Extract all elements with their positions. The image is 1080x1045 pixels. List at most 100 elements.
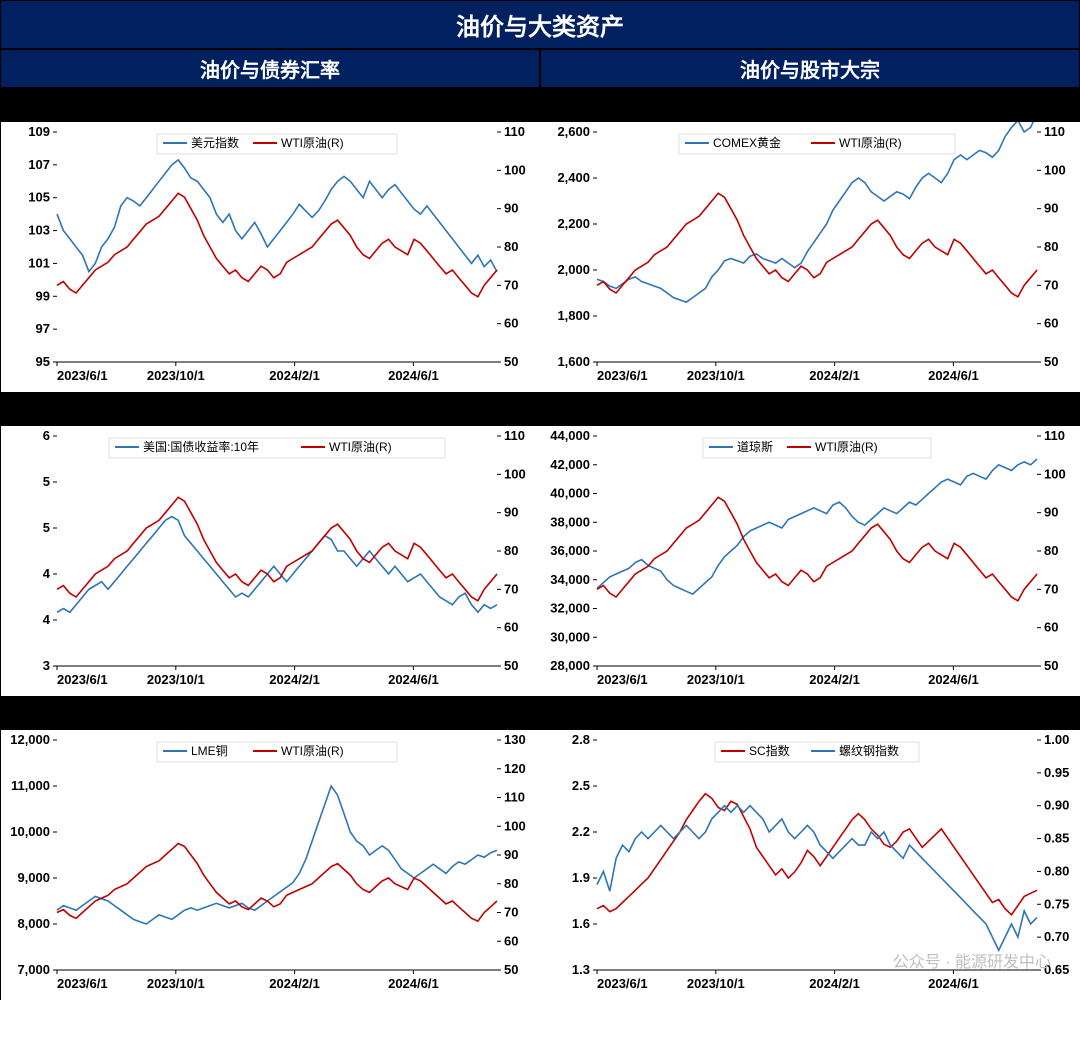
svg-text:97: 97	[36, 321, 50, 336]
svg-text:12,000: 12,000	[10, 732, 50, 747]
svg-text:2.8: 2.8	[572, 732, 590, 747]
svg-text:36,000: 36,000	[550, 543, 590, 558]
svg-text:2023/10/1: 2023/10/1	[147, 368, 205, 383]
svg-text:95: 95	[36, 354, 50, 369]
svg-text:SC指数: SC指数	[749, 743, 790, 758]
svg-text:50: 50	[504, 354, 518, 369]
svg-text:2024/2/1: 2024/2/1	[809, 976, 860, 991]
svg-text:2023/6/1: 2023/6/1	[57, 976, 108, 991]
svg-text:110: 110	[1044, 124, 1065, 139]
svg-text:42,000: 42,000	[550, 457, 590, 472]
svg-text:40,000: 40,000	[550, 486, 590, 501]
svg-text:9,000: 9,000	[17, 870, 50, 885]
svg-text:60: 60	[504, 316, 518, 331]
svg-text:1,600: 1,600	[557, 354, 590, 369]
svg-text:2024/6/1: 2024/6/1	[928, 368, 979, 383]
svg-text:70: 70	[1044, 581, 1058, 596]
svg-text:90: 90	[504, 201, 518, 216]
svg-text:道琼斯: 道琼斯	[737, 439, 773, 454]
svg-text:WTI原油(R): WTI原油(R)	[281, 136, 344, 150]
svg-text:LME铜: LME铜	[191, 743, 228, 758]
svg-text:110: 110	[504, 428, 525, 443]
svg-text:32,000: 32,000	[550, 601, 590, 616]
svg-text:2023/6/1: 2023/6/1	[597, 976, 648, 991]
svg-text:80: 80	[504, 239, 518, 254]
svg-text:螺纹钢指数: 螺纹钢指数	[839, 743, 899, 758]
svg-text:50: 50	[1044, 658, 1058, 673]
svg-text:2023/6/1: 2023/6/1	[57, 368, 108, 383]
svg-text:34,000: 34,000	[550, 572, 590, 587]
svg-text:2024/6/1: 2024/6/1	[388, 368, 439, 383]
svg-text:60: 60	[504, 933, 518, 948]
svg-text:99: 99	[36, 288, 50, 303]
svg-text:2023/6/1: 2023/6/1	[57, 672, 108, 687]
svg-text:0.80: 0.80	[1044, 863, 1069, 878]
spacer-band	[0, 392, 1080, 426]
svg-text:WTI原油(R): WTI原油(R)	[815, 440, 878, 454]
svg-text:0.90: 0.90	[1044, 798, 1069, 813]
svg-text:2023/10/1: 2023/10/1	[687, 672, 745, 687]
svg-text:60: 60	[1044, 316, 1058, 331]
svg-text:2024/2/1: 2024/2/1	[269, 672, 320, 687]
svg-text:50: 50	[504, 962, 518, 977]
main-title: 油价与大类资产	[0, 0, 1080, 49]
svg-text:1,800: 1,800	[557, 308, 590, 323]
svg-text:2023/10/1: 2023/10/1	[147, 672, 205, 687]
svg-text:0.85: 0.85	[1044, 831, 1069, 846]
svg-text:1.00: 1.00	[1044, 732, 1069, 747]
svg-text:4: 4	[43, 612, 51, 627]
svg-text:4: 4	[43, 566, 51, 581]
svg-text:107: 107	[28, 157, 50, 172]
svg-text:80: 80	[1044, 239, 1058, 254]
svg-text:美元指数: 美元指数	[191, 135, 239, 150]
svg-text:COMEX黄金: COMEX黄金	[713, 135, 781, 150]
svg-text:90: 90	[504, 847, 518, 862]
svg-text:5: 5	[43, 474, 50, 489]
svg-text:38,000: 38,000	[550, 514, 590, 529]
chart-lme-copper: 7,0008,0009,00010,00011,00012,0005060708…	[1, 730, 541, 1000]
svg-text:1.9: 1.9	[572, 870, 590, 885]
svg-text:2,400: 2,400	[557, 170, 590, 185]
svg-text:WTI原油(R): WTI原油(R)	[839, 136, 902, 150]
svg-text:70: 70	[1044, 277, 1058, 292]
svg-text:130: 130	[504, 732, 526, 747]
svg-text:109: 109	[28, 124, 50, 139]
svg-text:2024/6/1: 2024/6/1	[928, 672, 979, 687]
sub-title-right: 油价与股市大宗	[540, 49, 1080, 88]
svg-text:100: 100	[504, 818, 526, 833]
spacer-band	[0, 88, 1080, 122]
svg-text:103: 103	[28, 223, 50, 238]
svg-text:5: 5	[43, 520, 50, 535]
svg-text:美国:国债收益率:10年: 美国:国债收益率:10年	[143, 439, 259, 454]
svg-text:0.70: 0.70	[1044, 929, 1069, 944]
svg-text:110: 110	[1044, 428, 1065, 443]
svg-text:2024/6/1: 2024/6/1	[928, 976, 979, 991]
svg-text:1.6: 1.6	[572, 916, 590, 931]
svg-text:2,600: 2,600	[557, 124, 590, 139]
svg-text:WTI原油(R): WTI原油(R)	[281, 744, 344, 758]
chart-row-2: 34455650607080901001102023/6/12023/10/12…	[0, 426, 1080, 696]
svg-text:2024/6/1: 2024/6/1	[388, 976, 439, 991]
svg-text:80: 80	[504, 543, 518, 558]
svg-text:100: 100	[504, 162, 526, 177]
svg-text:100: 100	[1044, 466, 1066, 481]
svg-text:28,000: 28,000	[550, 658, 590, 673]
svg-text:0.95: 0.95	[1044, 765, 1069, 780]
svg-text:7,000: 7,000	[17, 962, 50, 977]
svg-text:70: 70	[504, 277, 518, 292]
svg-text:101: 101	[28, 255, 50, 270]
svg-text:105: 105	[28, 190, 50, 205]
svg-text:2023/10/1: 2023/10/1	[147, 976, 205, 991]
svg-text:60: 60	[1044, 620, 1058, 635]
chart-sc-rebar: 1.31.61.92.22.52.80.650.700.750.800.850.…	[541, 730, 1080, 1000]
svg-text:30,000: 30,000	[550, 629, 590, 644]
svg-text:70: 70	[504, 905, 518, 920]
svg-text:1.3: 1.3	[572, 962, 590, 977]
svg-text:100: 100	[504, 466, 526, 481]
svg-text:90: 90	[1044, 505, 1058, 520]
svg-text:2,200: 2,200	[557, 216, 590, 231]
svg-text:2023/6/1: 2023/6/1	[597, 672, 648, 687]
svg-text:2024/2/1: 2024/2/1	[809, 672, 860, 687]
svg-text:10,000: 10,000	[10, 824, 50, 839]
svg-text:90: 90	[504, 505, 518, 520]
